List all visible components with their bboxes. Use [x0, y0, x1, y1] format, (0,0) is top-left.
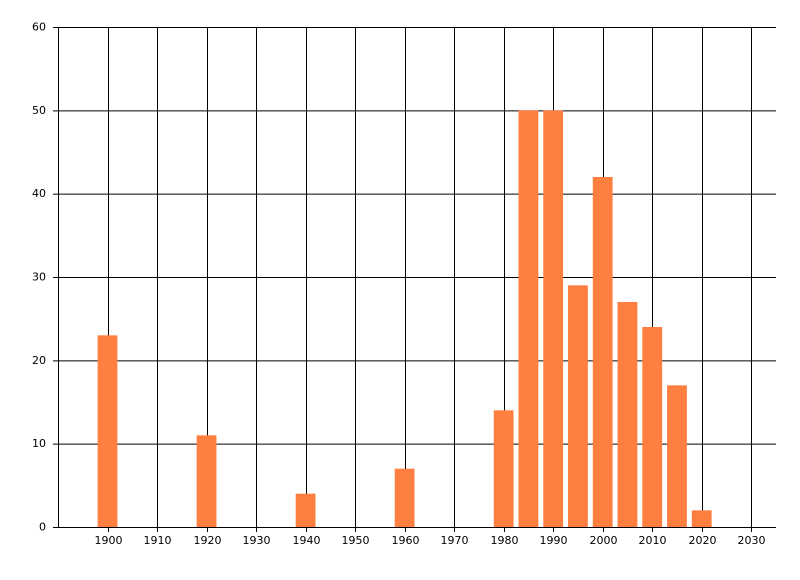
bar — [97, 335, 118, 527]
bar — [493, 410, 514, 527]
x-tick-label: 1900 — [95, 534, 123, 547]
y-tick-label: 20 — [32, 354, 46, 367]
bar — [543, 110, 564, 527]
x-tick-label: 1960 — [392, 534, 420, 547]
x-tick-label: 1920 — [194, 534, 222, 547]
bar — [394, 468, 415, 527]
bar — [295, 493, 316, 527]
x-tick-label: 1940 — [293, 534, 321, 547]
bar — [592, 177, 613, 527]
x-tick-label: 1910 — [144, 534, 172, 547]
y-tick-label: 30 — [32, 271, 46, 284]
bar — [691, 510, 712, 527]
y-tick-label: 60 — [32, 21, 46, 34]
y-tick-label: 0 — [39, 521, 46, 534]
bar — [196, 435, 217, 527]
bar — [642, 327, 663, 527]
x-tick-label: 1950 — [342, 534, 370, 547]
y-tick-label: 50 — [32, 104, 46, 117]
x-tick-label: 2020 — [689, 534, 717, 547]
x-tick-label: 1930 — [243, 534, 271, 547]
bar — [568, 285, 588, 527]
x-tick-label: 1990 — [540, 534, 568, 547]
x-tick-label: 2010 — [639, 534, 667, 547]
x-tick-label: 1970 — [441, 534, 469, 547]
bar — [667, 385, 687, 527]
y-tick-label: 40 — [32, 187, 46, 200]
bar — [518, 110, 539, 527]
bar — [617, 302, 638, 527]
x-tick-label: 2000 — [590, 534, 618, 547]
y-tick-label: 10 — [32, 437, 46, 450]
x-tick-label: 2030 — [738, 534, 766, 547]
x-tick-label: 1980 — [491, 534, 519, 547]
